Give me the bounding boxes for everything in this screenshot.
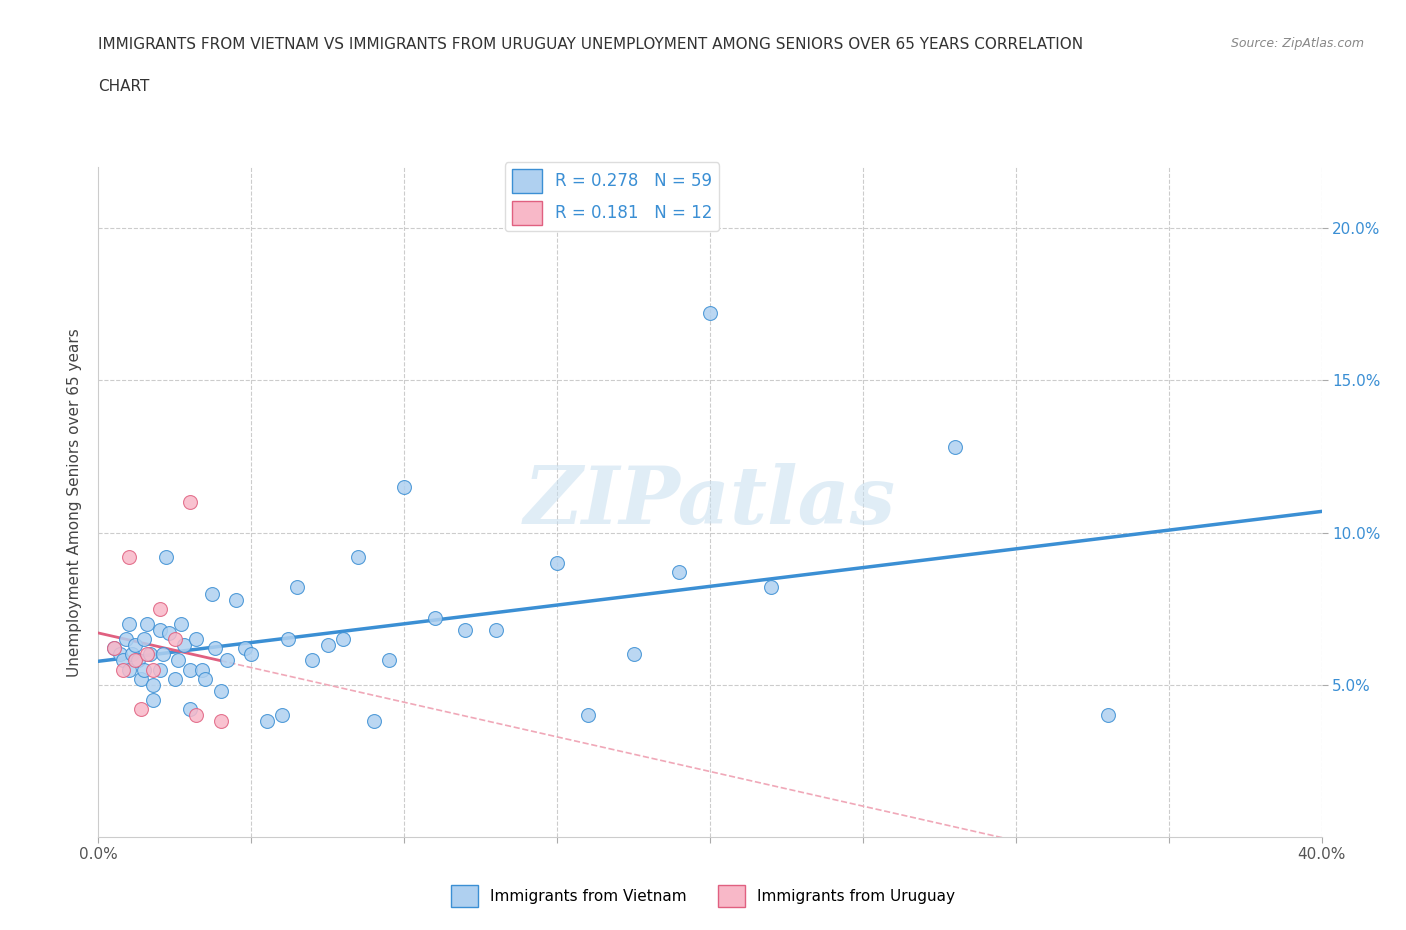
Point bbox=[759, 580, 782, 595]
Point bbox=[103, 641, 125, 656]
Point bbox=[170, 617, 193, 631]
Point bbox=[316, 638, 339, 653]
Point bbox=[668, 565, 690, 579]
Point bbox=[124, 638, 146, 653]
Point bbox=[191, 662, 214, 677]
Point bbox=[194, 671, 217, 686]
Point bbox=[118, 662, 141, 677]
Point bbox=[179, 702, 201, 717]
Point bbox=[225, 592, 247, 607]
Point bbox=[277, 631, 299, 646]
Point bbox=[200, 586, 222, 601]
Point bbox=[363, 714, 385, 729]
Point bbox=[115, 631, 138, 646]
Point bbox=[149, 602, 172, 617]
Point bbox=[209, 714, 232, 729]
Point bbox=[173, 638, 195, 653]
Point bbox=[152, 647, 174, 662]
Point bbox=[136, 617, 159, 631]
Point bbox=[136, 647, 159, 662]
Point bbox=[347, 550, 370, 565]
Point bbox=[155, 550, 177, 565]
Point bbox=[392, 480, 416, 495]
Point bbox=[111, 662, 134, 677]
Point bbox=[270, 708, 292, 723]
Point bbox=[233, 641, 256, 656]
Point bbox=[142, 693, 165, 708]
Point bbox=[285, 580, 308, 595]
Point bbox=[423, 610, 446, 625]
Point bbox=[454, 622, 477, 637]
Point bbox=[118, 617, 141, 631]
Point bbox=[121, 647, 143, 662]
Point bbox=[127, 653, 149, 668]
Point bbox=[129, 671, 152, 686]
Point bbox=[576, 708, 599, 723]
Point bbox=[139, 647, 162, 662]
Point bbox=[179, 495, 201, 510]
Legend: R = 0.278   N = 59, R = 0.181   N = 12: R = 0.278 N = 59, R = 0.181 N = 12 bbox=[505, 163, 720, 232]
Point bbox=[378, 653, 401, 668]
Point bbox=[240, 647, 263, 662]
Point bbox=[142, 662, 165, 677]
Text: CHART: CHART bbox=[98, 79, 150, 94]
Point bbox=[204, 641, 226, 656]
Point bbox=[699, 306, 721, 321]
Point bbox=[149, 662, 172, 677]
Legend: Immigrants from Vietnam, Immigrants from Uruguay: Immigrants from Vietnam, Immigrants from… bbox=[444, 879, 962, 913]
Text: ZIPatlas: ZIPatlas bbox=[524, 463, 896, 541]
Point bbox=[108, 647, 131, 662]
Point bbox=[1097, 708, 1119, 723]
Point bbox=[186, 631, 208, 646]
Point bbox=[118, 550, 141, 565]
Point bbox=[623, 647, 645, 662]
Point bbox=[103, 641, 125, 656]
Point bbox=[134, 631, 156, 646]
Point bbox=[485, 622, 508, 637]
Point bbox=[163, 671, 186, 686]
Point bbox=[179, 662, 201, 677]
Point bbox=[129, 702, 152, 717]
Y-axis label: Unemployment Among Seniors over 65 years: Unemployment Among Seniors over 65 years bbox=[67, 328, 83, 677]
Point bbox=[943, 440, 966, 455]
Point bbox=[124, 653, 146, 668]
Point bbox=[209, 684, 232, 698]
Point bbox=[332, 631, 354, 646]
Point bbox=[546, 555, 568, 570]
Point bbox=[142, 677, 165, 692]
Point bbox=[111, 653, 134, 668]
Text: IMMIGRANTS FROM VIETNAM VS IMMIGRANTS FROM URUGUAY UNEMPLOYMENT AMONG SENIORS OV: IMMIGRANTS FROM VIETNAM VS IMMIGRANTS FR… bbox=[98, 37, 1084, 52]
Point bbox=[256, 714, 278, 729]
Point bbox=[215, 653, 238, 668]
Text: Source: ZipAtlas.com: Source: ZipAtlas.com bbox=[1230, 37, 1364, 50]
Point bbox=[157, 626, 180, 641]
Point bbox=[186, 708, 208, 723]
Point bbox=[163, 631, 186, 646]
Point bbox=[301, 653, 323, 668]
Point bbox=[149, 622, 172, 637]
Point bbox=[167, 653, 190, 668]
Point bbox=[134, 662, 156, 677]
